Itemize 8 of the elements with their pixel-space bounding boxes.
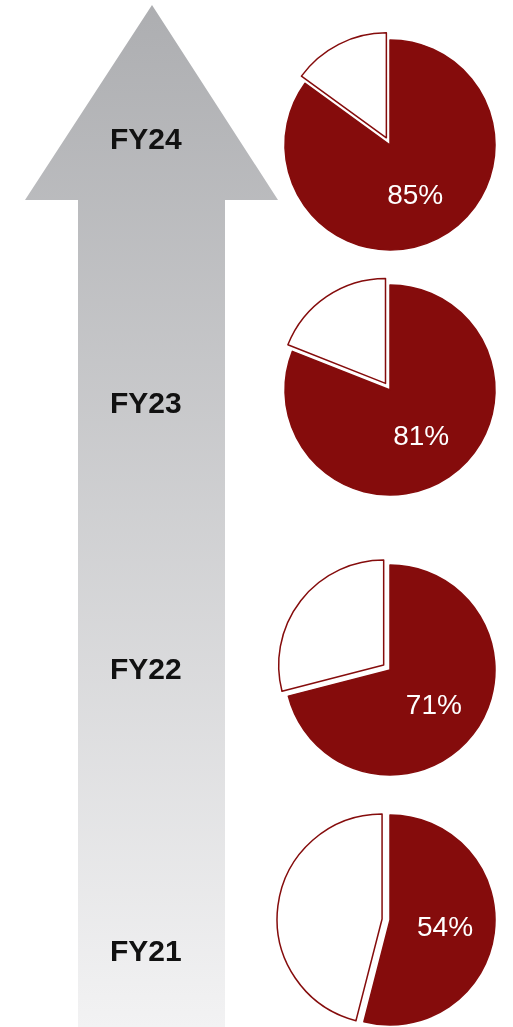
data-label: 85% <box>387 178 444 210</box>
data-label: 54% <box>417 911 474 943</box>
text: FY24 <box>110 121 183 155</box>
text: FY22 <box>110 651 182 685</box>
text: FY23 <box>110 385 182 419</box>
data-label: 81% <box>393 420 450 452</box>
data-label: 71% <box>405 688 462 720</box>
text: FY21 <box>110 933 182 967</box>
